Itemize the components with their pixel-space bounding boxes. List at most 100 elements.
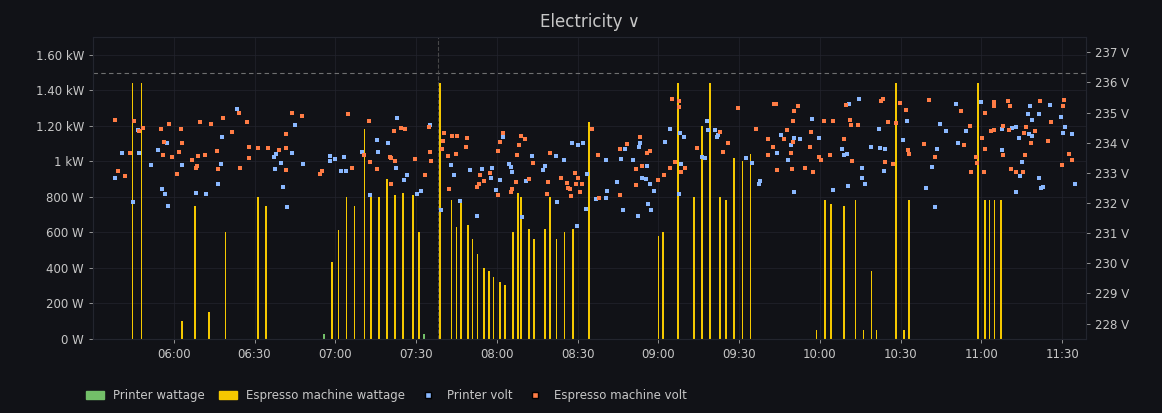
Point [481,175,500,182]
Point [211,160,230,167]
Bar [709,83,711,339]
Point [1055,124,1074,131]
Point [834,152,853,158]
Bar [831,204,832,339]
Point [325,155,344,162]
Point [729,105,747,112]
Bar [749,154,752,339]
Point [121,149,139,156]
Point [336,168,354,174]
Bar [741,161,744,339]
Bar [521,197,522,339]
Point [360,118,379,124]
Point [548,199,567,205]
Point [688,145,706,151]
Point [458,135,476,141]
Point [566,180,584,187]
Bar [402,193,404,339]
Bar [517,193,518,339]
Bar [331,262,332,339]
Bar [908,200,910,339]
Point [353,149,372,155]
Point [202,121,221,127]
Point [1019,131,1038,138]
Point [608,179,626,185]
Point [153,152,172,158]
Point [546,153,565,159]
Point [1063,130,1082,137]
Point [976,110,995,116]
Point [919,97,938,104]
Bar [989,200,990,339]
Point [898,118,917,124]
Point [361,159,380,165]
Point [708,134,726,141]
Point [519,176,538,183]
Point [493,130,511,136]
Bar [141,83,142,339]
Point [648,177,667,184]
Point [626,166,645,172]
Point [589,152,608,159]
Point [751,178,769,184]
Point [861,144,880,151]
Point [368,149,387,155]
Point [335,154,353,161]
Point [1041,119,1060,126]
Bar [224,232,227,339]
Point [834,135,853,142]
Point [967,154,985,160]
Point [840,117,859,123]
Point [848,122,867,128]
Point [894,137,912,143]
Point [421,122,439,128]
Point [540,149,559,156]
Point [1063,157,1082,163]
Bar [588,122,590,339]
Point [124,198,143,205]
Point [820,152,839,158]
Point [152,125,171,132]
Point [1053,162,1071,169]
Bar [208,312,210,339]
Point [878,119,897,125]
Point [791,135,810,142]
Point [273,184,292,190]
Point [1026,128,1045,135]
Point [573,181,591,188]
Point [777,127,796,134]
Point [629,213,647,219]
Point [239,154,258,161]
Point [796,165,815,172]
Point [973,134,991,141]
Point [630,144,648,151]
Point [443,133,461,140]
Point [1030,175,1048,181]
Point [928,146,947,152]
Point [511,133,530,140]
Bar [876,330,877,339]
Point [533,167,552,173]
Point [855,180,874,187]
Point [213,133,231,140]
Point [887,120,905,127]
Point [134,124,152,131]
Bar [984,200,985,339]
Point [502,164,521,170]
Point [440,186,459,192]
Legend: Printer wattage, Espresso machine wattage, Printer volt, Espresso machine volt: Printer wattage, Espresso machine wattag… [81,385,691,407]
Point [661,125,680,132]
Point [883,161,902,167]
Point [182,157,201,163]
Point [587,196,605,202]
Point [106,175,124,181]
Point [844,158,862,164]
Point [672,161,690,168]
Bar [994,200,995,339]
Point [948,140,967,147]
Point [784,134,803,141]
Point [1002,166,1020,172]
Point [961,123,980,129]
Point [1023,133,1041,139]
Point [106,117,124,124]
